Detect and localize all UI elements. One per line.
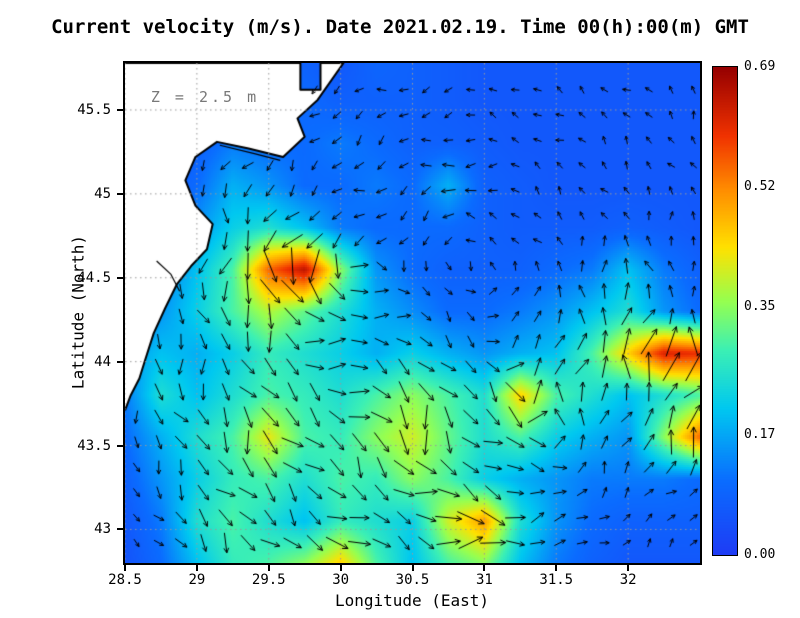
x-tick-label: 32: [619, 572, 637, 588]
x-tick-mark: [555, 565, 558, 571]
y-tick-mark: [117, 276, 123, 279]
x-tick-label: 29: [188, 572, 206, 588]
chart-title: Current velocity (m/s). Date 2021.02.19.…: [51, 16, 749, 38]
x-tick-mark: [339, 565, 342, 571]
colorbar-tick-label: 0.52: [744, 179, 776, 195]
colorbar-tick-label: 0.17: [744, 426, 776, 442]
y-tick-mark: [117, 528, 123, 531]
y-tick-label: 44.5: [77, 269, 111, 286]
colorbar-tick-label: 0.69: [744, 59, 776, 74]
colorbar: [712, 66, 738, 556]
x-tick-mark: [124, 565, 126, 571]
x-tick-mark: [267, 565, 270, 571]
y-tick-label: 45.5: [77, 101, 111, 118]
plot-area: [123, 61, 702, 565]
x-tick-mark: [483, 565, 486, 571]
x-tick-label: 31.5: [539, 572, 574, 588]
y-tick-label: 44: [94, 353, 111, 370]
velocity-field-canvas: [125, 63, 700, 563]
y-tick-mark: [117, 360, 123, 363]
x-axis-label: Longitude (East): [334, 591, 490, 610]
x-tick-label: 30: [332, 572, 350, 588]
x-tick-label: 29.5: [251, 572, 286, 588]
y-tick-mark: [117, 108, 123, 111]
y-tick-label: 43: [94, 521, 111, 538]
colorbar-tick-label: 0.00: [744, 547, 776, 562]
x-tick-label: 31: [475, 572, 493, 588]
x-tick-label: 28.5: [108, 572, 142, 588]
x-tick-mark: [627, 565, 630, 571]
colorbar-tick-label: 0.35: [744, 299, 776, 315]
y-tick-mark: [117, 192, 123, 195]
x-tick-mark: [411, 565, 414, 571]
y-tick-label: 45: [94, 185, 111, 202]
colorbar-gradient-canvas: [713, 67, 737, 555]
x-tick-label: 30.5: [395, 572, 430, 588]
y-tick-label: 43.5: [77, 437, 111, 454]
depth-annotation: Z = 2.5 m: [150, 87, 260, 106]
y-tick-mark: [117, 444, 123, 447]
x-tick-mark: [195, 565, 198, 571]
